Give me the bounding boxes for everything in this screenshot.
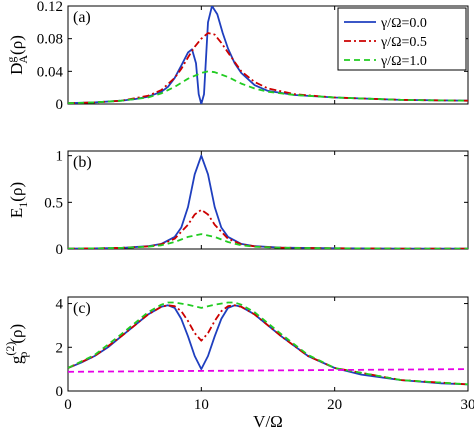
series-line-3: [68, 233, 468, 249]
panel-label: (c): [73, 300, 91, 317]
y-tick-label: 0.08: [37, 32, 63, 48]
ylabel-arg: (ρ): [7, 324, 26, 344]
series-line-1: [68, 304, 468, 386]
y-tick-label: 0.5: [44, 195, 63, 211]
ylabel-main: D: [7, 63, 26, 75]
series-line-4: [68, 368, 468, 373]
series-line-1: [68, 154, 468, 249]
y-tick-label: 4: [56, 297, 64, 313]
y-tick-label: 2: [56, 340, 64, 356]
y-tick-label: 1: [56, 149, 64, 165]
y-tick-label: 0: [56, 384, 64, 400]
x-tick-label: 0: [64, 397, 72, 413]
y-axis-label: E1(ρ): [7, 182, 30, 218]
ylabel-sub: A: [16, 55, 30, 64]
y-tick-label: 0: [56, 97, 64, 113]
series-line-3: [68, 70, 468, 104]
x-tick-label: 30: [461, 397, 474, 413]
series-line-3: [68, 301, 468, 386]
ylabel-arg: (ρ): [7, 35, 26, 55]
ylabel-main: g: [7, 355, 26, 364]
panel-a: 00.040.080.12(a)DgA(ρ)γ/Ω=0.0γ/Ω=0.5γ/Ω=…: [4, 0, 469, 113]
ylabel-arg: (ρ): [7, 182, 26, 202]
series-line-2: [68, 304, 468, 386]
x-tick-label: 20: [327, 397, 342, 413]
panel-label: (b): [73, 154, 92, 171]
ylabel-sup: g: [4, 57, 18, 63]
ylabel-sub: 1: [16, 202, 30, 208]
x-axis-label: V/Ω: [253, 412, 283, 428]
legend-entry-2: γ/Ω=0.5: [380, 35, 427, 50]
y-axis-label: DgA(ρ): [4, 35, 30, 75]
legend-entry-3: γ/Ω=1.0: [380, 54, 427, 69]
series-line-2: [68, 208, 468, 249]
series-line-1: [68, 6, 468, 104]
ylabel-sub: p: [16, 352, 30, 358]
y-tick-label: 0.12: [37, 0, 63, 15]
panel-c: 0 2 4 0 10 20 30 (c) g(2)p (ρ) V/Ω: [3, 296, 474, 428]
panel-label: (a): [73, 9, 91, 26]
ylabel-sup: (2): [3, 342, 17, 356]
axes-box: [67, 150, 469, 250]
axes-box: [67, 296, 469, 392]
ylabel-main: E: [7, 208, 26, 218]
axes-box: [67, 5, 469, 105]
y-tick-label: 0.04: [37, 64, 64, 80]
series-line-2: [68, 32, 468, 104]
legend-entry-1: γ/Ω=0.0: [380, 16, 427, 31]
y-axis-label: g(2)p (ρ): [3, 324, 30, 364]
panel-b: 00.51 (b)E1(ρ): [7, 149, 469, 258]
legend: γ/Ω=0.0 γ/Ω=0.5 γ/Ω=1.0: [337, 7, 467, 71]
legend-box: [337, 7, 467, 71]
x-tick-label: 10: [194, 397, 209, 413]
y-tick-label: 0: [56, 242, 64, 258]
